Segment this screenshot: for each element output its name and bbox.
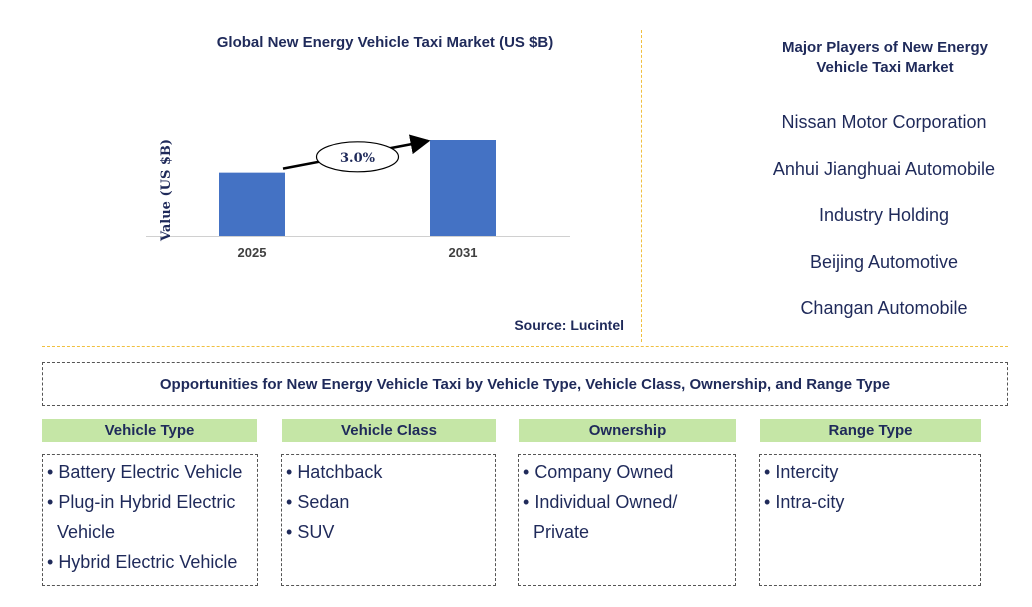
bullet: • xyxy=(523,492,535,512)
player-item: Anhui Jianghuai Automobile xyxy=(772,158,996,179)
segment-item-label: Battery Electric Vehicle xyxy=(58,462,243,482)
segment-item-label: Company Owned xyxy=(534,462,674,482)
segment-item: • Individual Owned/ Private xyxy=(523,487,735,547)
segment-box-vehicle-type: • Battery Electric Vehicle • Plug-in Hyb… xyxy=(42,454,258,586)
segment-item: • Sedan xyxy=(286,487,495,517)
chart-title: Global New Energy Vehicle Taxi Market (U… xyxy=(216,34,554,51)
bullet: • xyxy=(47,552,59,572)
bullet: • xyxy=(764,462,776,482)
player-item: Industry Holding xyxy=(818,205,950,225)
players-title: Major Players of New Energy Vehicle Taxi… xyxy=(782,39,988,76)
segment-header-range-type: Range Type xyxy=(760,419,981,442)
segment-item-label: Hybrid Electric Vehicle xyxy=(58,552,238,572)
segment-header-vehicle-type: Vehicle Type xyxy=(42,419,257,442)
segment-item-label: Sedan xyxy=(297,492,350,512)
bullet: • xyxy=(286,462,298,482)
bullet: • xyxy=(47,492,59,512)
cagr-label: 3.0% xyxy=(340,151,376,166)
player-item: Beijing Automotive xyxy=(809,251,959,272)
segment-item: • SUV xyxy=(286,517,495,547)
segment-item: • Hatchback xyxy=(286,457,495,487)
source-label: Source: Lucintel xyxy=(514,317,624,333)
x-tick-label: 2025 xyxy=(238,245,267,260)
bullet: • xyxy=(47,462,59,482)
y-axis-label: Value (US $B) xyxy=(159,139,174,242)
segment-header-vehicle-class: Vehicle Class xyxy=(282,419,496,442)
segment-item-label: SUV xyxy=(297,522,335,542)
horizontal-divider xyxy=(42,346,1008,347)
segment-item-label: Intra-city xyxy=(775,492,845,512)
players-list: Nissan Motor Corporation Anhui Jianghuai… xyxy=(760,108,1008,341)
segment-item: • Plug-in Hybrid Electric Vehicle xyxy=(47,487,257,547)
cagr-ellipse xyxy=(315,141,400,173)
segment-box-range-type: • Intercity • Intra-city xyxy=(759,454,981,586)
bar-2025 xyxy=(219,172,285,236)
player-item: Changan Automobile xyxy=(800,298,968,318)
segment-item-label: Individual Owned/ Private xyxy=(533,492,678,542)
segment-box-vehicle-class: • Hatchback • Sedan • SUV xyxy=(281,454,496,586)
segment-header-ownership: Ownership xyxy=(519,419,736,442)
vertical-divider xyxy=(641,30,642,342)
bullet: • xyxy=(286,522,298,542)
bullet: • xyxy=(764,492,776,512)
segment-item-label: Plug-in Hybrid Electric Vehicle xyxy=(57,492,236,542)
segment-item: • Company Owned xyxy=(523,457,735,487)
bullet: • xyxy=(523,462,535,482)
segment-item: • Hybrid Electric Vehicle xyxy=(47,547,257,577)
bar-chart: Value (US $B) 2025 2031 3.0% xyxy=(146,134,570,260)
bullet: • xyxy=(286,492,298,512)
segment-item-label: Hatchback xyxy=(297,462,383,482)
player-item: Nissan Motor Corporation xyxy=(781,112,987,132)
segment-item-label: Intercity xyxy=(775,462,839,482)
bar-2031 xyxy=(430,140,496,236)
segment-item: • Intra-city xyxy=(764,487,980,517)
segment-box-ownership: • Company Owned • Individual Owned/ Priv… xyxy=(518,454,736,586)
x-tick-label: 2031 xyxy=(449,245,478,260)
opportunities-banner: Opportunities for New Energy Vehicle Tax… xyxy=(42,362,1008,406)
segment-item: • Battery Electric Vehicle xyxy=(47,457,257,487)
segment-item: • Intercity xyxy=(764,457,980,487)
